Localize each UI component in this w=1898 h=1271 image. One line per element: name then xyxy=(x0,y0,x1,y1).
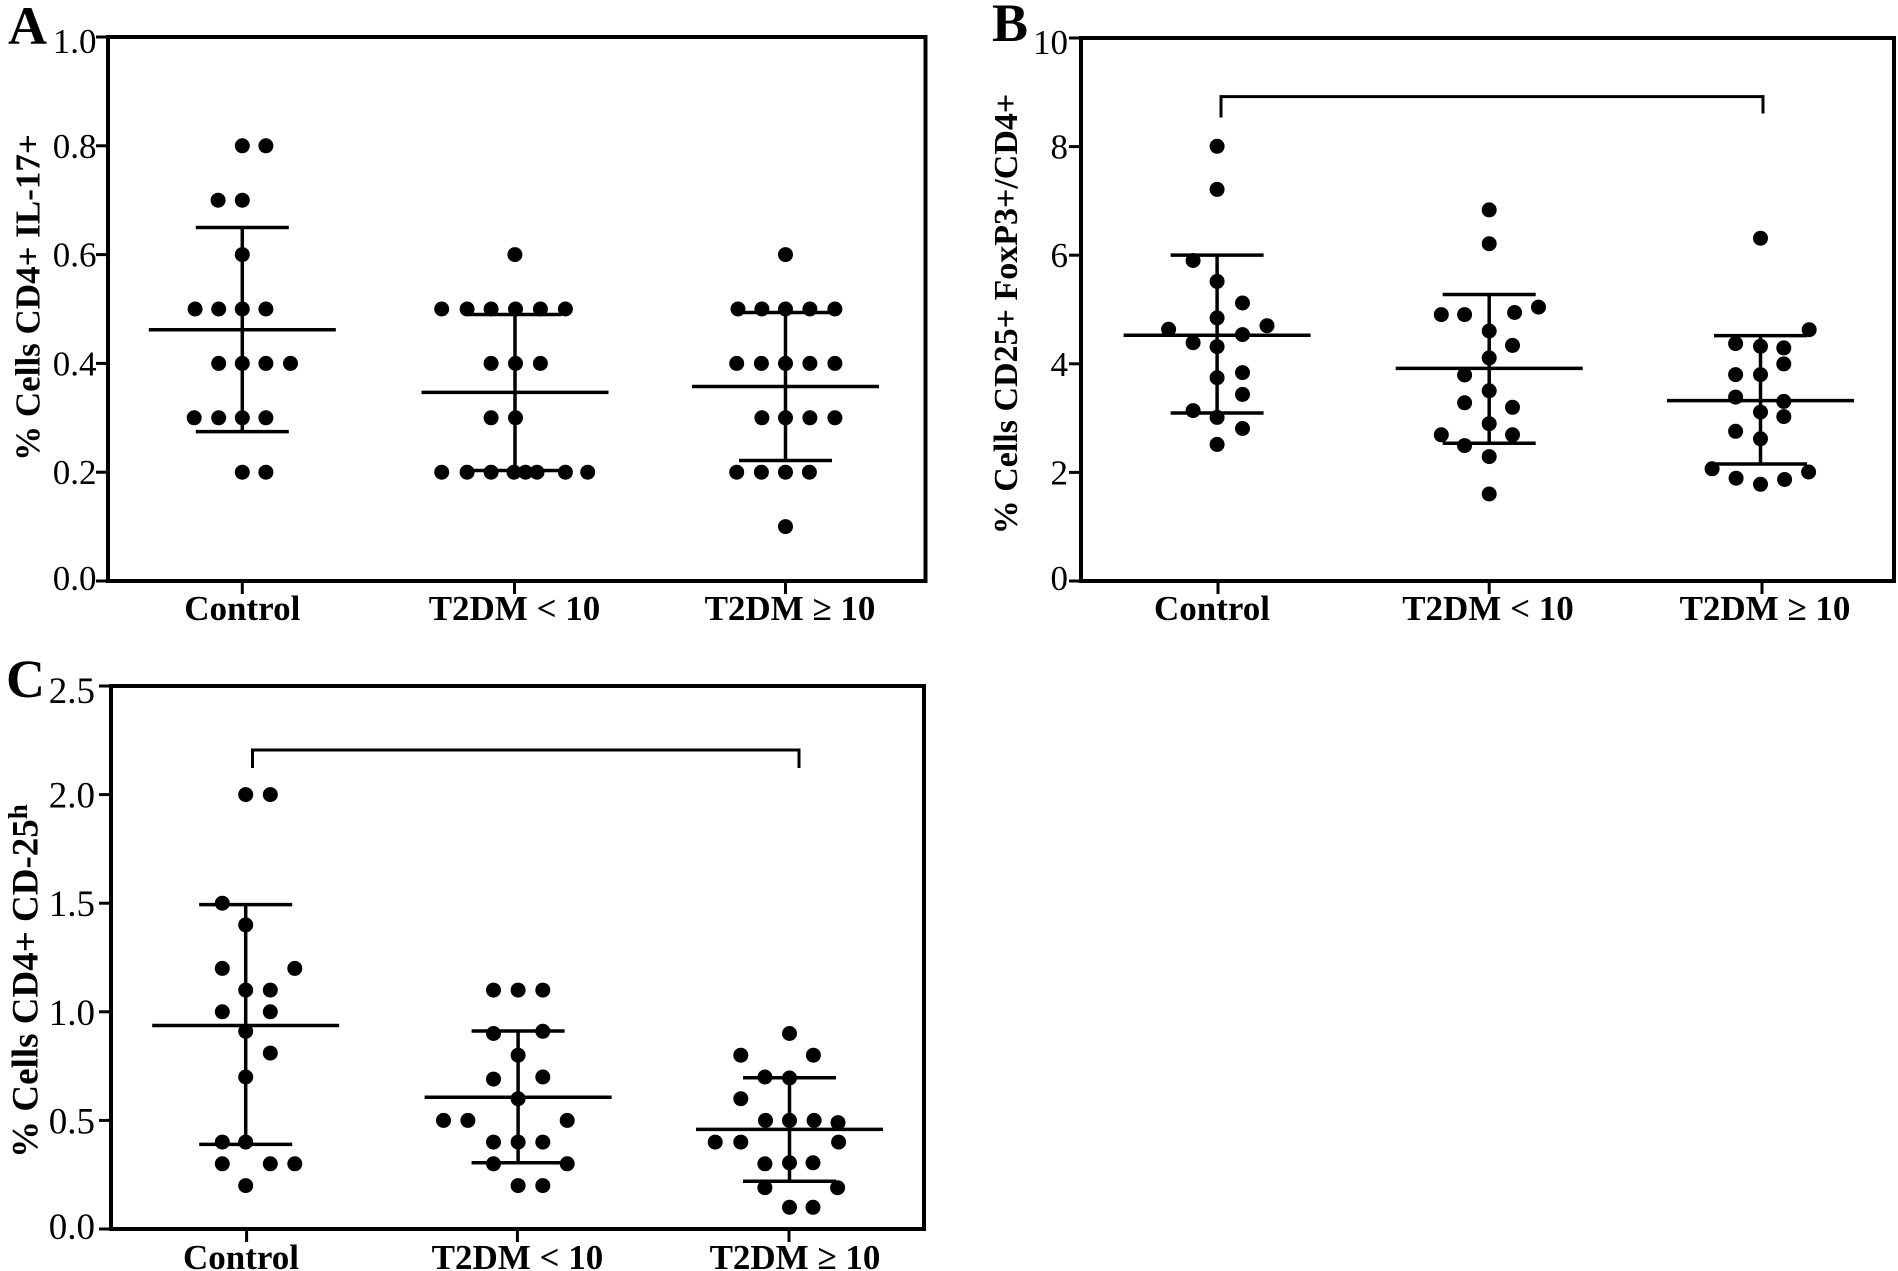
svg-text:8: 8 xyxy=(1051,128,1069,167)
svg-text:1.0: 1.0 xyxy=(49,993,95,1034)
svg-text:4: 4 xyxy=(1051,345,1069,384)
svg-text:% Cells CD4+ CD-25h: % Cells CD4+ CD-25h xyxy=(3,804,46,1158)
svg-text:0.6: 0.6 xyxy=(53,236,97,275)
svg-text:Control: Control xyxy=(184,589,300,628)
svg-text:Control: Control xyxy=(183,1238,299,1271)
svg-text:0.0: 0.0 xyxy=(53,559,97,598)
svg-text:2.0: 2.0 xyxy=(49,776,95,817)
svg-text:C: C xyxy=(6,649,45,709)
svg-text:1.0: 1.0 xyxy=(53,22,97,61)
svg-text:0.5: 0.5 xyxy=(49,1101,95,1142)
svg-text:10: 10 xyxy=(1033,23,1068,62)
svg-text:B: B xyxy=(992,0,1028,53)
svg-text:0.2: 0.2 xyxy=(53,453,97,492)
svg-text:0.8: 0.8 xyxy=(53,127,97,166)
svg-text:A: A xyxy=(8,0,47,56)
svg-text:% Cells CD4+ IL-17+: % Cells CD4+ IL-17+ xyxy=(9,134,48,461)
svg-text:T2DM < 10: T2DM < 10 xyxy=(432,1238,604,1271)
svg-text:T2DM ≥ 10: T2DM ≥ 10 xyxy=(710,1238,881,1271)
svg-text:Control: Control xyxy=(1154,589,1270,628)
svg-text:6: 6 xyxy=(1051,236,1069,275)
svg-text:2.5: 2.5 xyxy=(49,671,95,712)
svg-text:T2DM < 10: T2DM < 10 xyxy=(429,589,601,628)
svg-text:2: 2 xyxy=(1051,453,1069,492)
svg-text:0.4: 0.4 xyxy=(53,344,97,383)
svg-text:T2DM ≥ 10: T2DM ≥ 10 xyxy=(1680,589,1851,628)
svg-text:% Cells CD25+ FoxP3+/CD4+: % Cells CD25+ FoxP3+/CD4+ xyxy=(988,94,1025,535)
svg-text:1.5: 1.5 xyxy=(49,884,95,925)
svg-text:0: 0 xyxy=(1051,559,1069,598)
svg-text:T2DM < 10: T2DM < 10 xyxy=(1402,589,1574,628)
svg-text:T2DM ≥ 10: T2DM ≥ 10 xyxy=(705,589,876,628)
svg-text:0.0: 0.0 xyxy=(49,1207,95,1248)
